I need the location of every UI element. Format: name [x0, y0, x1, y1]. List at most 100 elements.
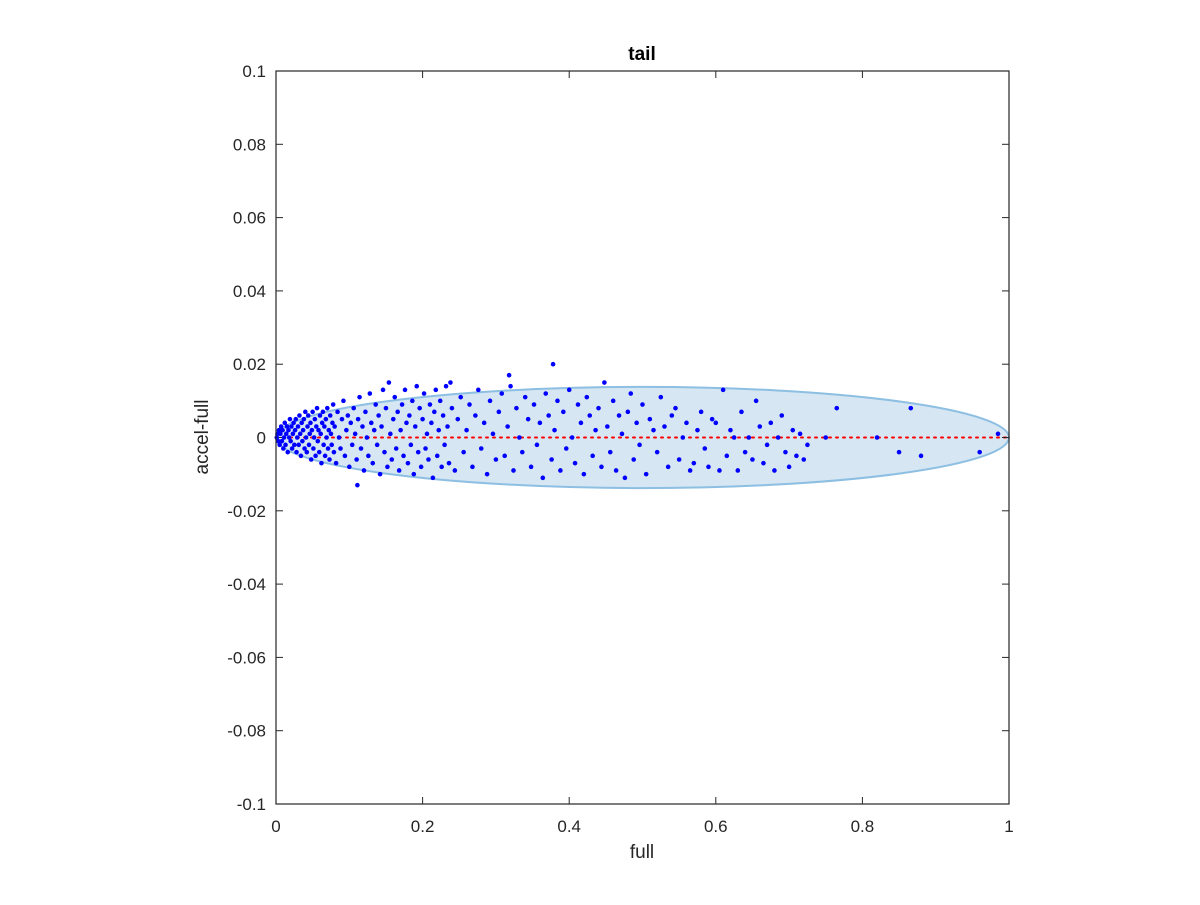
data-point: [610, 398, 616, 404]
data-point: [307, 431, 313, 437]
data-point: [575, 402, 581, 407]
data-point: [401, 453, 406, 459]
data-point: [351, 405, 356, 411]
data-point: [377, 471, 383, 477]
data-point: [742, 449, 748, 455]
data-point: [382, 449, 387, 455]
data-point: [665, 464, 671, 470]
data-point: [360, 424, 365, 429]
data-point: [330, 402, 336, 407]
data-point: [297, 431, 303, 437]
data-point: [731, 435, 737, 440]
data-point: [761, 460, 766, 466]
data-point: [616, 413, 622, 418]
data-point: [797, 431, 803, 437]
data-point: [746, 435, 752, 440]
data-point: [302, 446, 307, 451]
data-point: [396, 468, 402, 473]
data-point: [417, 405, 422, 411]
data-point: [279, 438, 285, 444]
data-point: [676, 457, 682, 462]
data-point: [411, 471, 417, 477]
data-point: [528, 464, 534, 470]
data-point: [309, 427, 315, 433]
data-point: [558, 468, 563, 473]
data-point: [823, 435, 829, 440]
y-tick-label: 0.1: [242, 62, 266, 81]
data-point: [605, 424, 610, 429]
data-point: [423, 446, 428, 451]
data-point: [786, 464, 792, 470]
data-point: [276, 427, 282, 433]
data-point: [768, 420, 774, 426]
data-point: [328, 431, 334, 437]
data-point: [695, 427, 700, 433]
data-point: [640, 402, 645, 407]
y-tick-label: 0.02: [233, 355, 266, 374]
data-point: [739, 409, 744, 415]
data-point: [724, 453, 730, 459]
data-point: [282, 420, 288, 426]
data-point: [628, 391, 634, 396]
data-point: [543, 391, 549, 396]
data-point: [333, 460, 339, 466]
data-point: [896, 449, 902, 455]
data-point: [658, 394, 664, 400]
data-point: [487, 398, 493, 404]
data-point: [323, 416, 329, 422]
data-point: [410, 398, 415, 404]
data-point: [314, 424, 319, 429]
data-point: [517, 435, 522, 440]
data-point: [363, 409, 368, 415]
data-point: [311, 435, 317, 440]
data-point: [467, 402, 472, 407]
data-point: [313, 453, 318, 459]
data-point: [753, 398, 759, 404]
data-point: [314, 405, 320, 411]
data-point: [461, 449, 466, 455]
data-point: [385, 464, 390, 470]
data-point: [566, 387, 572, 393]
data-point: [399, 402, 405, 407]
data-point: [772, 468, 777, 473]
x-tick-label: 0.2: [411, 817, 435, 836]
data-point: [327, 457, 332, 462]
data-point: [662, 424, 667, 429]
data-point: [473, 413, 478, 418]
x-tick-label: 0.8: [851, 817, 875, 836]
y-axis-label: accel-full: [192, 400, 213, 475]
data-point: [320, 409, 326, 415]
data-point: [599, 464, 604, 470]
data-point: [283, 431, 289, 437]
data-point: [429, 420, 434, 426]
data-point: [376, 413, 381, 418]
data-point: [383, 405, 389, 411]
data-point: [546, 413, 551, 418]
data-point: [426, 457, 431, 462]
data-point: [304, 449, 310, 455]
data-point: [325, 405, 330, 411]
data-point: [326, 427, 332, 433]
data-point: [735, 468, 741, 473]
data-point: [294, 449, 299, 455]
data-point: [325, 446, 331, 451]
data-point: [415, 449, 421, 455]
data-point: [651, 427, 656, 433]
data-point: [918, 453, 924, 459]
data-point: [342, 453, 348, 459]
data-point: [331, 449, 337, 455]
data-point: [355, 416, 361, 422]
data-point: [783, 449, 788, 455]
data-point: [306, 442, 312, 448]
data-point: [607, 449, 613, 455]
data-point: [310, 409, 315, 415]
data-point: [502, 453, 507, 459]
data-point: [647, 416, 653, 422]
data-point: [779, 413, 785, 418]
data-point: [702, 446, 708, 451]
data-point: [316, 449, 322, 455]
data-point: [327, 413, 333, 418]
data-point: [631, 457, 637, 462]
data-point: [303, 435, 309, 440]
